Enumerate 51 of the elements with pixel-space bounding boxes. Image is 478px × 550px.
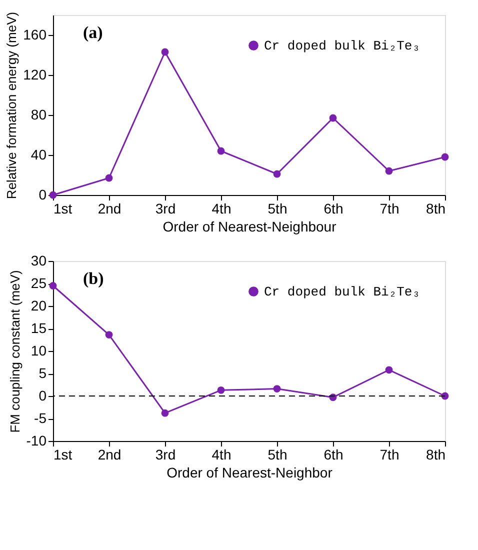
point	[161, 409, 169, 417]
y-tick-label: 80	[30, 106, 47, 122]
y-tick-label: 160	[23, 26, 47, 42]
legend-label: Cr doped bulk Bi₂Te₃	[264, 38, 420, 54]
x-tick-label: 1st	[54, 200, 72, 216]
point	[385, 167, 393, 175]
point	[161, 48, 169, 56]
y-tick-label: -10	[26, 432, 47, 448]
x-tick-label: 7th	[380, 200, 400, 216]
x-tick-label: 3rd	[155, 200, 176, 216]
y-tick-label: 0	[38, 186, 47, 202]
point	[273, 170, 281, 178]
annotation: (b)	[83, 269, 104, 288]
x-tick-label: 4th	[212, 446, 232, 462]
point	[105, 174, 113, 182]
x-tick-label: 7th	[380, 446, 400, 462]
point	[217, 147, 225, 155]
y-tick-label: 25	[30, 275, 47, 291]
x-axis-title: Order of Nearest-Neighbor	[166, 464, 333, 480]
x-tick-label: 5th	[268, 446, 288, 462]
point	[49, 282, 57, 290]
x-tick-label: 2nd	[98, 446, 122, 462]
y-tick-label: 30	[30, 252, 47, 268]
y-tick-label: 120	[23, 66, 47, 82]
x-tick-label: 5th	[268, 200, 288, 216]
y-axis-title: Relative formation energy (meV)	[4, 12, 20, 200]
x-tick-label: 4th	[212, 200, 232, 216]
y-tick-label: -5	[34, 410, 47, 426]
y-tick-label: 10	[30, 342, 47, 358]
y-axis-title: FM coupling constant (meV)	[7, 270, 22, 433]
y-tick-label: 20	[30, 298, 47, 314]
x-tick-label: 8th	[426, 446, 446, 462]
x-tick-label: 6th	[324, 200, 344, 216]
x-tick-label: 6th	[324, 446, 344, 462]
point	[105, 331, 113, 338]
point	[273, 385, 281, 392]
point	[441, 153, 449, 161]
annotation: (a)	[83, 23, 103, 42]
x-tick-label: 8th	[426, 200, 446, 216]
y-tick-label: 5	[38, 365, 47, 381]
point	[217, 386, 225, 394]
x-tick-label: 2nd	[98, 200, 122, 216]
point	[385, 366, 393, 374]
x-tick-label: 1st	[54, 446, 72, 462]
point	[329, 114, 337, 122]
x-tick-label: 3rd	[155, 446, 176, 462]
x-axis-title: Order of Nearest-Neighbour	[162, 218, 337, 234]
legend-label: Cr doped bulk Bi₂Te₃	[264, 284, 420, 300]
y-tick-label: 40	[30, 146, 47, 162]
y-tick-label: 0	[38, 388, 47, 404]
y-tick-label: 15	[30, 320, 47, 336]
